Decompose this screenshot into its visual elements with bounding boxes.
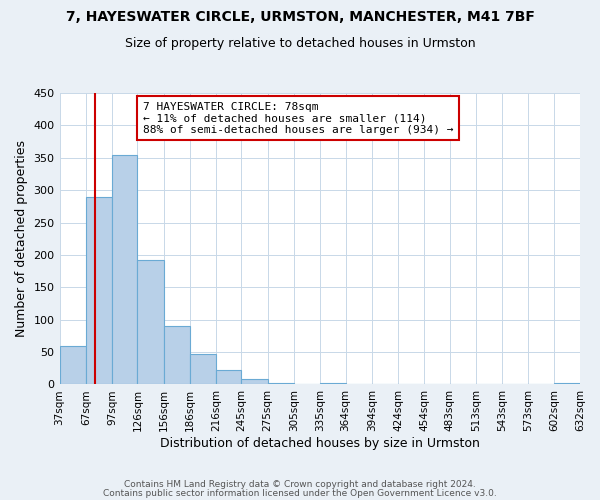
Bar	[268, 383, 294, 384]
Bar	[554, 383, 580, 384]
Text: Contains HM Land Registry data © Crown copyright and database right 2024.: Contains HM Land Registry data © Crown c…	[124, 480, 476, 489]
Bar	[137, 260, 164, 384]
Bar	[86, 196, 112, 384]
Y-axis label: Number of detached properties: Number of detached properties	[15, 140, 28, 337]
Bar	[216, 370, 241, 384]
Bar	[190, 354, 216, 384]
X-axis label: Distribution of detached houses by size in Urmston: Distribution of detached houses by size …	[160, 437, 480, 450]
Bar	[320, 382, 346, 384]
Bar	[112, 154, 137, 384]
Text: Size of property relative to detached houses in Urmston: Size of property relative to detached ho…	[125, 38, 475, 51]
Bar	[59, 346, 86, 385]
Text: Contains public sector information licensed under the Open Government Licence v3: Contains public sector information licen…	[103, 489, 497, 498]
Text: 7 HAYESWATER CIRCLE: 78sqm
← 11% of detached houses are smaller (114)
88% of sem: 7 HAYESWATER CIRCLE: 78sqm ← 11% of deta…	[143, 102, 454, 135]
Bar	[164, 326, 190, 384]
Bar	[241, 380, 268, 384]
Text: 7, HAYESWATER CIRCLE, URMSTON, MANCHESTER, M41 7BF: 7, HAYESWATER CIRCLE, URMSTON, MANCHESTE…	[65, 10, 535, 24]
